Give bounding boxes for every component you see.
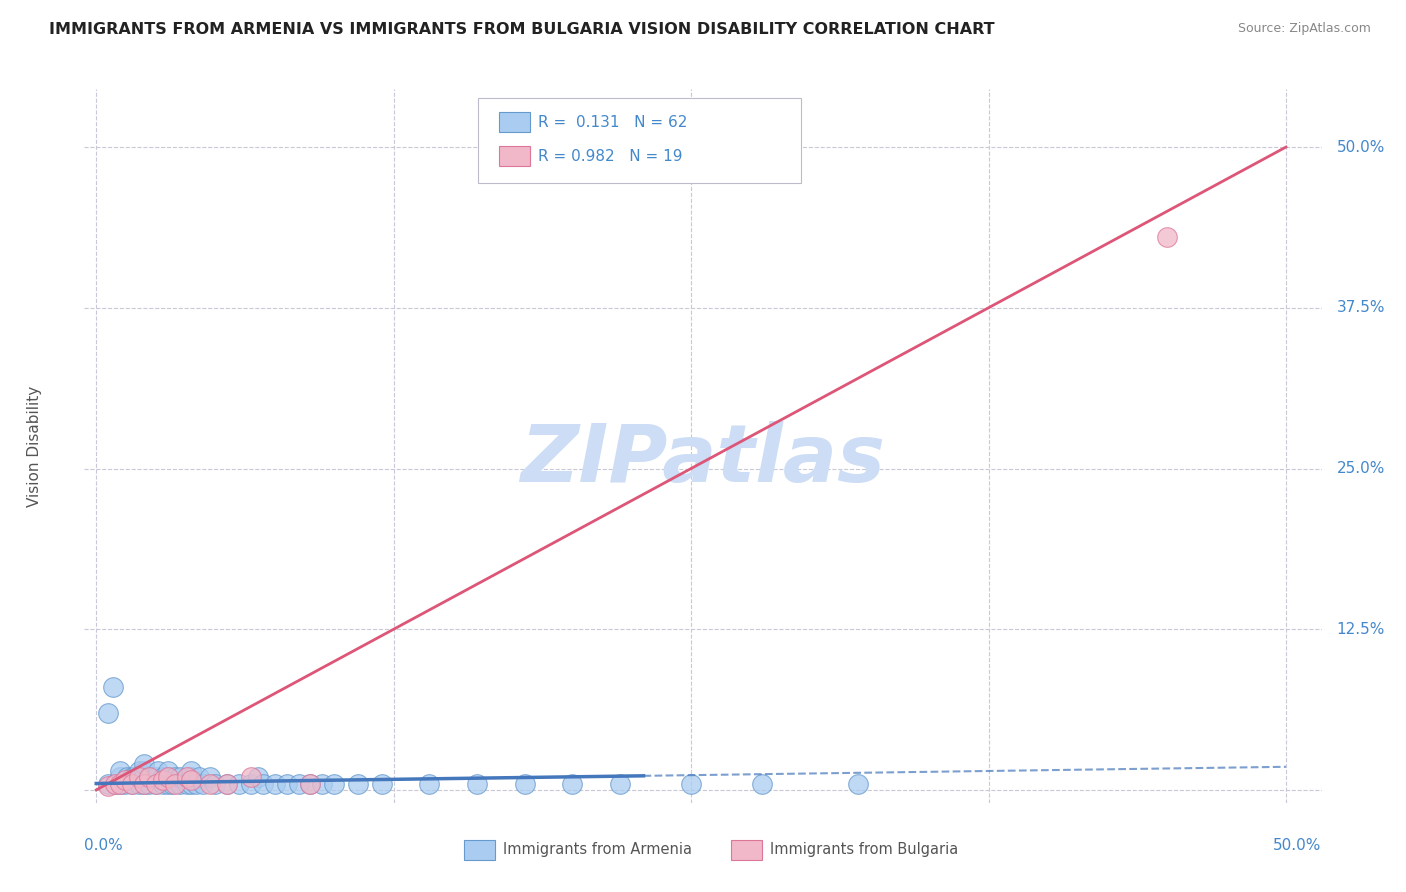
Point xyxy=(228,776,250,790)
Point xyxy=(176,770,198,784)
Point xyxy=(146,764,169,778)
Point xyxy=(751,776,773,790)
Point xyxy=(239,770,262,784)
Point xyxy=(132,764,155,778)
Point xyxy=(418,776,440,790)
Point xyxy=(128,776,150,790)
Point xyxy=(180,772,202,787)
Point xyxy=(347,776,370,790)
Point xyxy=(193,776,215,790)
Point xyxy=(217,776,239,790)
Text: R =  0.131   N = 62: R = 0.131 N = 62 xyxy=(538,115,688,129)
Point xyxy=(108,776,131,790)
Point xyxy=(145,770,167,784)
Point xyxy=(101,680,124,694)
Point xyxy=(311,776,333,790)
Point xyxy=(104,776,127,790)
Point xyxy=(163,776,186,790)
Point xyxy=(128,770,150,784)
Point xyxy=(132,776,155,790)
Point xyxy=(163,770,186,784)
Point xyxy=(200,770,222,784)
Point xyxy=(124,770,146,784)
Text: IMMIGRANTS FROM ARMENIA VS IMMIGRANTS FROM BULGARIA VISION DISABILITY CORRELATIO: IMMIGRANTS FROM ARMENIA VS IMMIGRANTS FR… xyxy=(49,22,995,37)
Text: 50.0%: 50.0% xyxy=(1337,139,1385,154)
Point xyxy=(156,764,179,778)
Text: R = 0.982   N = 19: R = 0.982 N = 19 xyxy=(538,149,683,163)
Point xyxy=(114,776,136,790)
Point xyxy=(152,772,174,787)
Text: 0.0%: 0.0% xyxy=(84,838,124,854)
Point xyxy=(513,776,536,790)
Point xyxy=(200,776,222,790)
Point xyxy=(128,764,150,778)
Point xyxy=(108,770,131,784)
Point xyxy=(681,776,703,790)
Point xyxy=(371,776,394,790)
Text: Immigrants from Armenia: Immigrants from Armenia xyxy=(503,842,692,856)
Point xyxy=(263,776,285,790)
Point xyxy=(114,772,136,787)
Text: 12.5%: 12.5% xyxy=(1337,622,1385,637)
Point xyxy=(138,776,160,790)
Point xyxy=(97,706,120,720)
Point xyxy=(609,776,631,790)
Point xyxy=(132,757,155,772)
Point xyxy=(169,770,191,784)
Point xyxy=(465,776,488,790)
Point xyxy=(180,770,202,784)
Text: 25.0%: 25.0% xyxy=(1337,461,1385,476)
Text: Source: ZipAtlas.com: Source: ZipAtlas.com xyxy=(1237,22,1371,36)
Point xyxy=(156,776,179,790)
Point xyxy=(186,776,208,790)
Point xyxy=(152,770,174,784)
Point xyxy=(156,770,179,784)
Point xyxy=(145,776,167,790)
Point xyxy=(287,776,309,790)
Point xyxy=(299,776,322,790)
Point xyxy=(276,776,298,790)
Text: Vision Disability: Vision Disability xyxy=(27,385,42,507)
Point xyxy=(1156,230,1178,244)
Point xyxy=(169,776,191,790)
Point xyxy=(180,776,202,790)
Point xyxy=(561,776,583,790)
Point xyxy=(152,776,174,790)
Point xyxy=(239,776,262,790)
Point xyxy=(176,776,198,790)
Point xyxy=(138,770,160,784)
Text: ZIPatlas: ZIPatlas xyxy=(520,421,886,500)
Point xyxy=(145,776,167,790)
Point xyxy=(108,776,131,790)
Point xyxy=(132,776,155,790)
Point xyxy=(115,770,138,784)
Point xyxy=(121,776,143,790)
Point xyxy=(108,764,131,778)
Point xyxy=(299,776,322,790)
Point xyxy=(162,776,184,790)
Text: 50.0%: 50.0% xyxy=(1274,838,1322,854)
Point xyxy=(121,770,143,784)
Point xyxy=(247,770,270,784)
Point xyxy=(252,776,274,790)
Point xyxy=(187,770,209,784)
Point xyxy=(156,770,179,784)
Point xyxy=(846,776,869,790)
Text: 37.5%: 37.5% xyxy=(1337,301,1385,315)
Point xyxy=(132,770,155,784)
Point xyxy=(323,776,346,790)
Text: Immigrants from Bulgaria: Immigrants from Bulgaria xyxy=(770,842,959,856)
Point xyxy=(217,776,239,790)
Point xyxy=(104,776,127,790)
Point xyxy=(204,776,226,790)
Point xyxy=(97,779,120,793)
Point xyxy=(121,776,143,790)
Point xyxy=(180,764,202,778)
Point xyxy=(139,770,162,784)
Point xyxy=(97,776,120,790)
